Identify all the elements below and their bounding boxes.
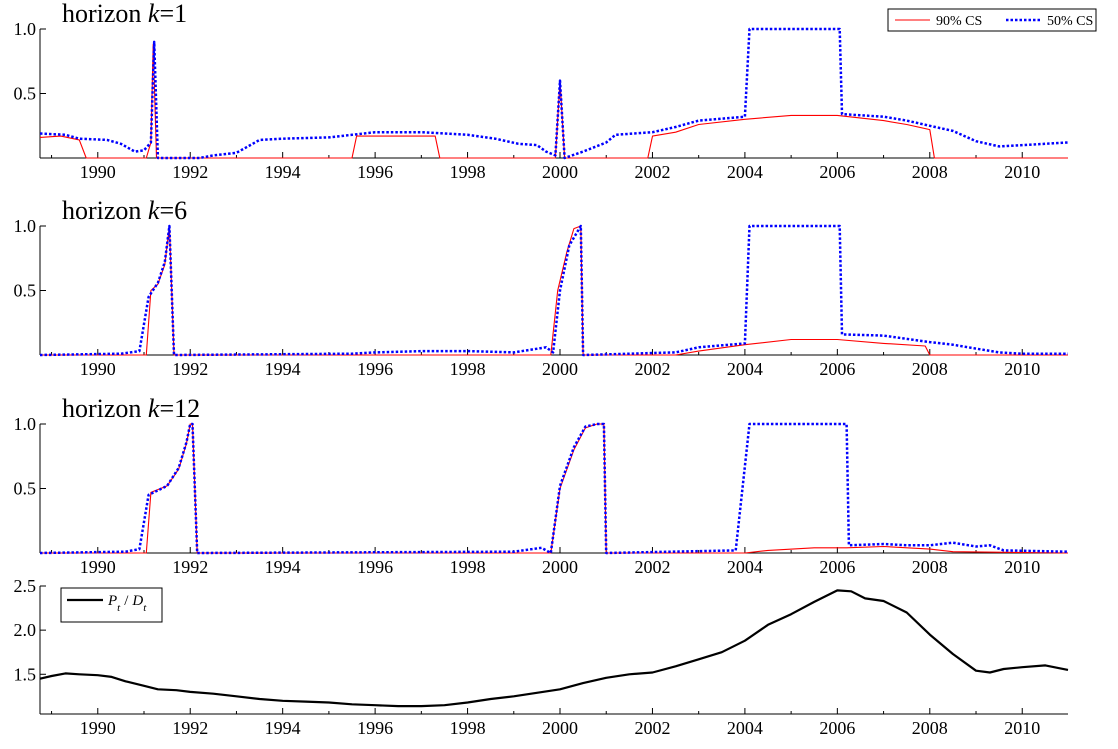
y-tick-label: 0.5	[14, 479, 37, 499]
x-tick-label: 2008	[912, 557, 948, 577]
x-tick-label: 2000	[542, 359, 578, 379]
panel-2: 0.5 1.0 1990 1992 1994 1996 1998 2000 2002 2004 20…	[14, 196, 1068, 379]
x-tick-label: 1994	[265, 557, 301, 577]
series-2-2	[39, 224, 1068, 357]
x-tick-label: 1994	[265, 162, 301, 182]
x-tick-label: 2010	[1004, 718, 1040, 738]
y-tick-label: 1.0	[14, 216, 37, 236]
x-tick-label: 1992	[172, 718, 208, 738]
x-tick-label: 1992	[172, 359, 208, 379]
x-tick-label: 2008	[912, 718, 948, 738]
x-tick-label: 2004	[727, 718, 763, 738]
y-tick-label: 1.5	[14, 664, 37, 684]
panel-title: horizon k=6	[62, 196, 187, 225]
x-tick-label: 1996	[357, 359, 393, 379]
panel-title: horizon k=12	[62, 394, 200, 423]
x-tick-label: 2000	[542, 162, 578, 182]
x-tick-label: 1998	[450, 557, 486, 577]
x-tick-label: 1992	[172, 557, 208, 577]
panel-4: 1.5 2.0 2.5 1990 1992 1994 1996 1998 2000 2002 200…	[14, 576, 1069, 738]
x-tick-label: 2002	[634, 162, 670, 182]
x-tick-label: 2010	[1004, 557, 1040, 577]
legend: Pt / Dt	[60, 587, 163, 623]
x-tick-label: 2006	[819, 718, 855, 738]
x-tick-label: 2002	[634, 557, 670, 577]
legend-label: Pt / Dt	[107, 593, 147, 614]
x-tick-label: 1998	[450, 162, 486, 182]
x-tick-label: 2000	[542, 557, 578, 577]
x-tick-label: 2010	[1004, 162, 1040, 182]
x-tick-label: 2004	[727, 359, 763, 379]
x-tick-label: 2010	[1004, 359, 1040, 379]
x-tick-label: 2006	[819, 557, 855, 577]
x-tick-label: 1996	[357, 557, 393, 577]
x-tick-label: 1996	[357, 718, 393, 738]
legend-box	[887, 8, 1097, 32]
x-tick-label: 2006	[819, 359, 855, 379]
y-tick-label: 2.5	[14, 576, 37, 596]
panel-title: horizon k=1	[62, 0, 187, 28]
x-tick-label: 1992	[172, 162, 208, 182]
x-tick-label: 1996	[357, 162, 393, 182]
x-tick-label: 2008	[912, 162, 948, 182]
x-tick-label: 1990	[80, 162, 116, 182]
x-tick-label: 1990	[80, 718, 116, 738]
x-tick-label: 1998	[450, 718, 486, 738]
x-tick-label: 2004	[727, 162, 763, 182]
legend-box	[60, 587, 163, 623]
x-tick-label: 2002	[634, 359, 670, 379]
x-tick-label: 2008	[912, 359, 948, 379]
series-3-2	[39, 422, 1069, 555]
series-4-1	[39, 589, 1069, 708]
x-tick-label: 1998	[450, 359, 486, 379]
legend: 90% CS 50% CS	[887, 8, 1097, 32]
x-tick-label: 1994	[265, 359, 301, 379]
legend-label-90: 90% CS	[936, 14, 982, 29]
series-1-1	[39, 43, 1068, 159]
series-1-2	[39, 27, 1069, 160]
y-tick-label: 1.0	[14, 414, 37, 434]
x-tick-label: 1994	[265, 718, 301, 738]
legend-label-50: 50% CS	[1047, 14, 1093, 29]
panel-1: 0.5 1.0 1990 1992 1994 1996 1998 2000 2002 2004 20…	[14, 0, 1097, 182]
y-tick-label: 2.0	[14, 620, 37, 640]
x-tick-label: 1990	[80, 557, 116, 577]
x-tick-label: 2004	[727, 557, 763, 577]
x-tick-label: 2006	[819, 162, 855, 182]
x-tick-label: 2002	[634, 718, 670, 738]
y-tick-label: 0.5	[14, 84, 37, 104]
panel-3: 0.5 1.0 1990 1992 1994 1996 1998 2000 2002 2004 20…	[14, 394, 1069, 577]
x-tick-label: 1990	[80, 359, 116, 379]
y-tick-label: 0.5	[14, 281, 37, 301]
y-tick-label: 1.0	[14, 19, 37, 39]
x-tick-label: 2000	[542, 718, 578, 738]
